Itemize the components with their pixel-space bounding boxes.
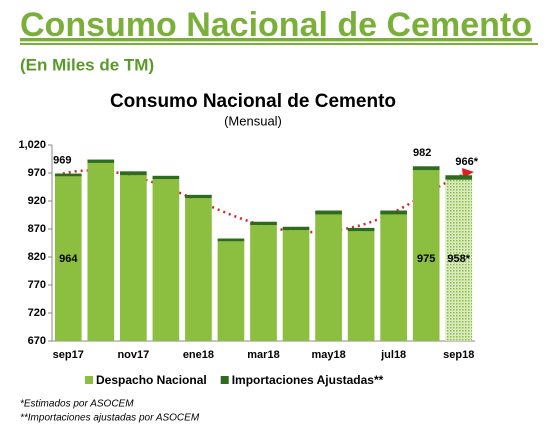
y-tick-label: 970 <box>28 167 46 179</box>
y-tick-label: 870 <box>28 223 46 235</box>
y-tick-label: 1,020 <box>18 139 46 151</box>
legend-swatch <box>220 376 229 384</box>
bar-segment <box>315 210 342 215</box>
value-label: 964 <box>59 253 78 265</box>
x-tick-label: nov17 <box>117 349 149 361</box>
bar-segment <box>152 179 180 341</box>
y-tick-label: 920 <box>28 195 46 207</box>
x-tick-label: ene18 <box>183 349 214 361</box>
bar-segment <box>54 173 82 177</box>
bar-segment <box>152 175 180 180</box>
y-tick-label: 820 <box>28 251 46 263</box>
bar-segment <box>347 231 375 341</box>
legend-label: Despacho Nacional <box>96 373 207 387</box>
bar-segment <box>250 221 277 226</box>
footnote: *Estimados por ASOCEM <box>20 399 134 410</box>
bar-segment <box>54 176 82 341</box>
x-tick-label: may18 <box>311 349 345 361</box>
bar-segment <box>87 162 115 341</box>
bar-segment <box>250 225 277 341</box>
total-label: 969 <box>53 154 71 166</box>
bar-segment <box>185 194 212 199</box>
bar-segment <box>217 238 245 242</box>
bar-segment <box>120 171 147 176</box>
bar-segment <box>217 241 245 341</box>
chart-title: Consumo Nacional de Cemento <box>110 91 396 112</box>
total-label: 966* <box>455 156 478 168</box>
x-tick-label: jul18 <box>380 349 406 361</box>
bar-segment <box>445 179 473 341</box>
bar-segment <box>380 210 407 215</box>
bar-segment <box>185 198 212 341</box>
value-label: 975 <box>417 253 435 265</box>
x-tick-label: sep17 <box>53 349 84 361</box>
value-label: 958* <box>447 253 470 265</box>
bar-segment <box>315 214 342 341</box>
bar-segment <box>380 214 407 341</box>
bar-segment <box>412 170 440 341</box>
x-tick-label: mar18 <box>247 349 279 361</box>
x-tick-label: sep18 <box>443 349 474 361</box>
bar-segment <box>347 227 375 232</box>
legend-label: Importaciones Ajustadas** <box>232 373 384 387</box>
total-label: 982 <box>413 147 431 159</box>
bar-segment <box>120 175 147 341</box>
bar-segment <box>445 175 473 180</box>
y-tick-label: 670 <box>28 335 46 347</box>
bar-segment <box>412 166 440 171</box>
legend-swatch <box>85 376 93 384</box>
y-tick-label: 770 <box>28 279 46 291</box>
footnote: **Importaciones ajustadas por ASOCEM <box>20 413 200 424</box>
page-title: Consumo Nacional de Cemento <box>20 6 532 44</box>
y-tick-label: 720 <box>28 307 46 319</box>
bar-segment <box>282 226 310 231</box>
bar-segment <box>87 159 115 163</box>
bar-segment <box>282 230 310 341</box>
chart-subtitle: (Mensual) <box>224 113 282 128</box>
page-subtitle: (En Miles de TM) <box>20 55 154 74</box>
